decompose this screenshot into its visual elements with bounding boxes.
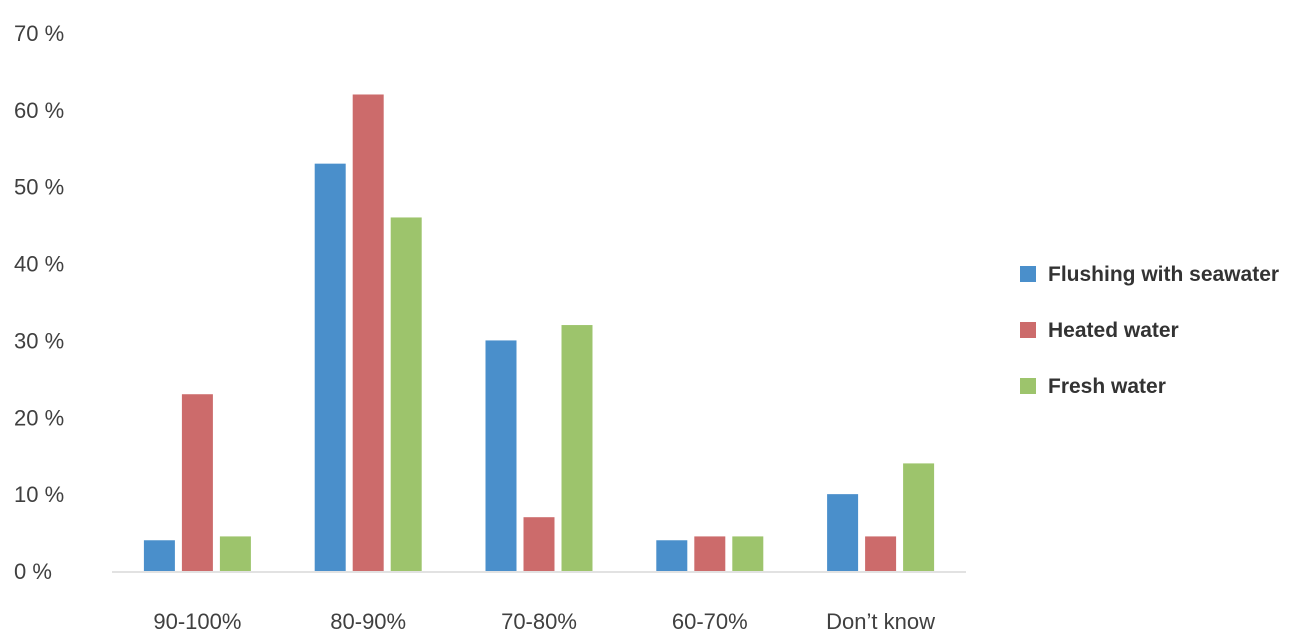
y-tick-label: 70 % [14, 21, 64, 46]
bars [143, 94, 935, 571]
x-tick-label: Don’t know [826, 609, 935, 634]
bar-flushing-with-seawater-90-100 [143, 540, 175, 571]
legend-label-fresh-water: Fresh water [1048, 375, 1166, 398]
legend: Flushing with seawater Heated water Fresh … [1020, 263, 1279, 398]
legend-swatch-flushing-with-seawater [1020, 266, 1036, 282]
legend-label-heated-water: Heated water [1048, 319, 1179, 342]
y-tick-label: 60 % [14, 98, 64, 123]
bar-heated-water-80-90 [352, 94, 384, 571]
legend-label-flushing-with-seawater: Flushing with seawater [1048, 263, 1279, 286]
x-tick-label: 70-80% [501, 609, 577, 634]
y-tick-label: 10 % [14, 482, 64, 507]
bar-fresh-water-90-100 [219, 536, 251, 571]
y-tick-label: 20 % [14, 405, 64, 430]
bar-heated-water-70-80 [523, 517, 555, 571]
bar-flushing-with-seawater-don-t-know [827, 494, 859, 571]
bar-flushing-with-seawater-70-80 [485, 340, 517, 571]
bar-heated-water-60-70 [694, 536, 726, 571]
x-tick-label: 60-70% [672, 609, 748, 634]
bar-heated-water-don-t-know [865, 536, 897, 571]
x-tick-label: 90-100% [153, 609, 241, 634]
bar-flushing-with-seawater-60-70 [656, 540, 688, 571]
bar-flushing-with-seawater-80-90 [314, 163, 346, 571]
legend-swatch-fresh-water [1020, 378, 1036, 394]
y-tick-label: 30 % [14, 328, 64, 353]
legend-swatch-heated-water [1020, 322, 1036, 338]
bar-heated-water-90-100 [181, 394, 213, 571]
y-tick-label: 0 % [14, 559, 52, 584]
y-tick-label: 50 % [14, 175, 64, 200]
y-axis: 0 % 10 % 20 % 30 % 40 % 50 % 60 % 70 % [14, 21, 64, 584]
bar-fresh-water-80-90 [390, 217, 422, 571]
y-tick-label: 40 % [14, 252, 64, 277]
bar-fresh-water-don-t-know [903, 463, 935, 571]
x-tick-label: 80-90% [330, 609, 406, 634]
bar-fresh-water-70-80 [561, 325, 593, 571]
x-axis: 90-100% 80-90% 70-80% 60-70% Don’t know [153, 609, 935, 634]
bar-fresh-water-60-70 [732, 536, 764, 571]
